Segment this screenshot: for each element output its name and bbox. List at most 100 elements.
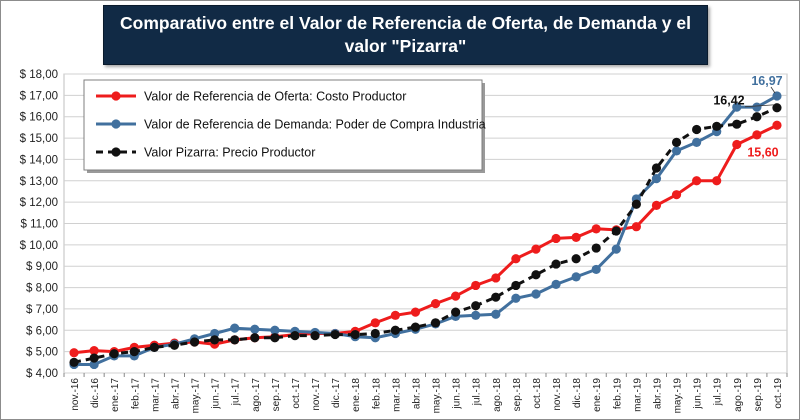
data-point xyxy=(571,254,581,264)
x-tick-label: oct.-18 xyxy=(532,378,543,409)
data-point xyxy=(370,318,380,328)
data-annotations: 16,97 16,42 15,60 xyxy=(713,74,782,159)
data-point xyxy=(571,272,581,282)
x-tick-label: ene.-18 xyxy=(351,378,362,412)
y-tick-label: $ 11,00 xyxy=(20,219,58,231)
data-point xyxy=(230,323,240,333)
data-point xyxy=(210,328,220,339)
data-point xyxy=(591,243,601,253)
data-point xyxy=(712,176,722,186)
data-point xyxy=(491,292,501,302)
data-point xyxy=(772,103,782,113)
data-point xyxy=(471,301,481,311)
y-tick-label: $ 7,00 xyxy=(26,304,58,316)
data-point xyxy=(671,190,682,200)
data-point xyxy=(310,331,320,341)
data-point xyxy=(451,307,461,317)
data-point xyxy=(471,280,481,291)
data-point xyxy=(129,347,139,357)
data-point xyxy=(551,259,561,269)
data-point xyxy=(732,119,742,129)
x-tick-label: ago.-19 xyxy=(733,378,744,412)
data-point xyxy=(350,329,360,340)
data-point xyxy=(651,200,662,210)
data-point xyxy=(491,309,501,319)
data-point xyxy=(149,342,159,352)
x-tick-label: ene.-17 xyxy=(110,378,121,412)
data-point xyxy=(611,226,621,236)
legend: Valor de Referencia de Oferta: Costo Pro… xyxy=(83,79,486,173)
x-tick-label: dic.-18 xyxy=(572,378,583,408)
data-point xyxy=(712,121,722,131)
data-point xyxy=(511,254,521,264)
data-point xyxy=(611,244,621,254)
data-point xyxy=(631,222,641,232)
legend-marker xyxy=(111,91,121,101)
data-point xyxy=(189,337,200,347)
annotation-leader xyxy=(770,86,776,94)
series-line xyxy=(73,106,778,364)
x-tick-label: may.-18 xyxy=(432,378,443,414)
y-tick-label: $ 5,00 xyxy=(26,347,58,359)
data-point xyxy=(89,353,99,363)
data-point xyxy=(671,137,682,147)
x-tick-label: nov.-16 xyxy=(70,378,81,411)
x-tick-label: sep.-19 xyxy=(753,378,764,412)
data-point xyxy=(692,176,702,186)
x-tick-label: jun.-19 xyxy=(693,378,704,410)
x-tick-label: jul.-19 xyxy=(713,378,724,407)
y-tick-label: $ 8,00 xyxy=(26,283,58,295)
x-tick-label: dic.-16 xyxy=(90,378,101,408)
x-tick-label: ene.-19 xyxy=(592,378,603,412)
legend-label: Valor de Referencia de Demanda: Poder de… xyxy=(144,118,486,132)
data-point xyxy=(651,163,662,173)
y-tick-label: $ 15,00 xyxy=(20,133,58,145)
y-tick-label: $ 10,00 xyxy=(20,240,58,252)
data-point xyxy=(491,273,501,283)
y-tick-label: $ 14,00 xyxy=(20,154,58,166)
x-tick-label: abr.-17 xyxy=(170,378,181,410)
x-tick-label: may.-19 xyxy=(673,378,684,414)
data-point xyxy=(551,279,561,289)
data-point xyxy=(651,174,662,184)
data-point xyxy=(511,280,521,291)
data-point xyxy=(330,329,340,340)
data-point xyxy=(69,348,79,358)
chart-title-box: Comparativo entre el Valor de Referencia… xyxy=(103,5,708,65)
data-point xyxy=(430,298,441,309)
x-tick-label: abr.-18 xyxy=(411,378,422,410)
data-point xyxy=(270,325,280,335)
x-tick-label: ago.-17 xyxy=(251,378,262,412)
x-tick-label: oct.-19 xyxy=(773,378,784,409)
data-point xyxy=(169,340,180,350)
data-point xyxy=(752,112,762,122)
data-point xyxy=(531,270,541,280)
x-tick-label: nov.-18 xyxy=(552,378,563,411)
x-tick-label: sep.-18 xyxy=(512,378,523,412)
data-point xyxy=(732,102,742,112)
y-tick-label: $ 18,00 xyxy=(20,69,58,81)
x-tick-label: jun.-17 xyxy=(211,378,222,410)
data-point xyxy=(511,293,521,303)
x-tick-label: feb.-18 xyxy=(371,378,382,410)
data-point xyxy=(551,233,561,244)
annotation-label: 16,42 xyxy=(713,94,744,108)
x-tick-label: feb.-19 xyxy=(612,378,623,410)
chart-title: Comparativo entre el Valor de Referencia… xyxy=(120,13,691,56)
data-point xyxy=(752,130,762,140)
data-point xyxy=(89,345,99,356)
legend-marker xyxy=(111,147,121,157)
y-tick-label: $ 12,00 xyxy=(20,197,58,209)
x-tick-label: mar.-18 xyxy=(391,378,402,412)
legend-label: Valor de Referencia de Oferta: Costo Pro… xyxy=(144,90,406,104)
y-tick-label: $ 17,00 xyxy=(20,90,58,102)
data-point xyxy=(591,224,601,234)
x-tick-label: nov.-17 xyxy=(311,378,322,411)
data-point xyxy=(692,124,702,135)
data-point xyxy=(370,328,380,339)
data-point xyxy=(230,335,240,345)
data-point xyxy=(571,232,581,242)
data-point xyxy=(692,137,702,147)
data-point xyxy=(631,199,641,209)
series-lines xyxy=(69,91,782,370)
